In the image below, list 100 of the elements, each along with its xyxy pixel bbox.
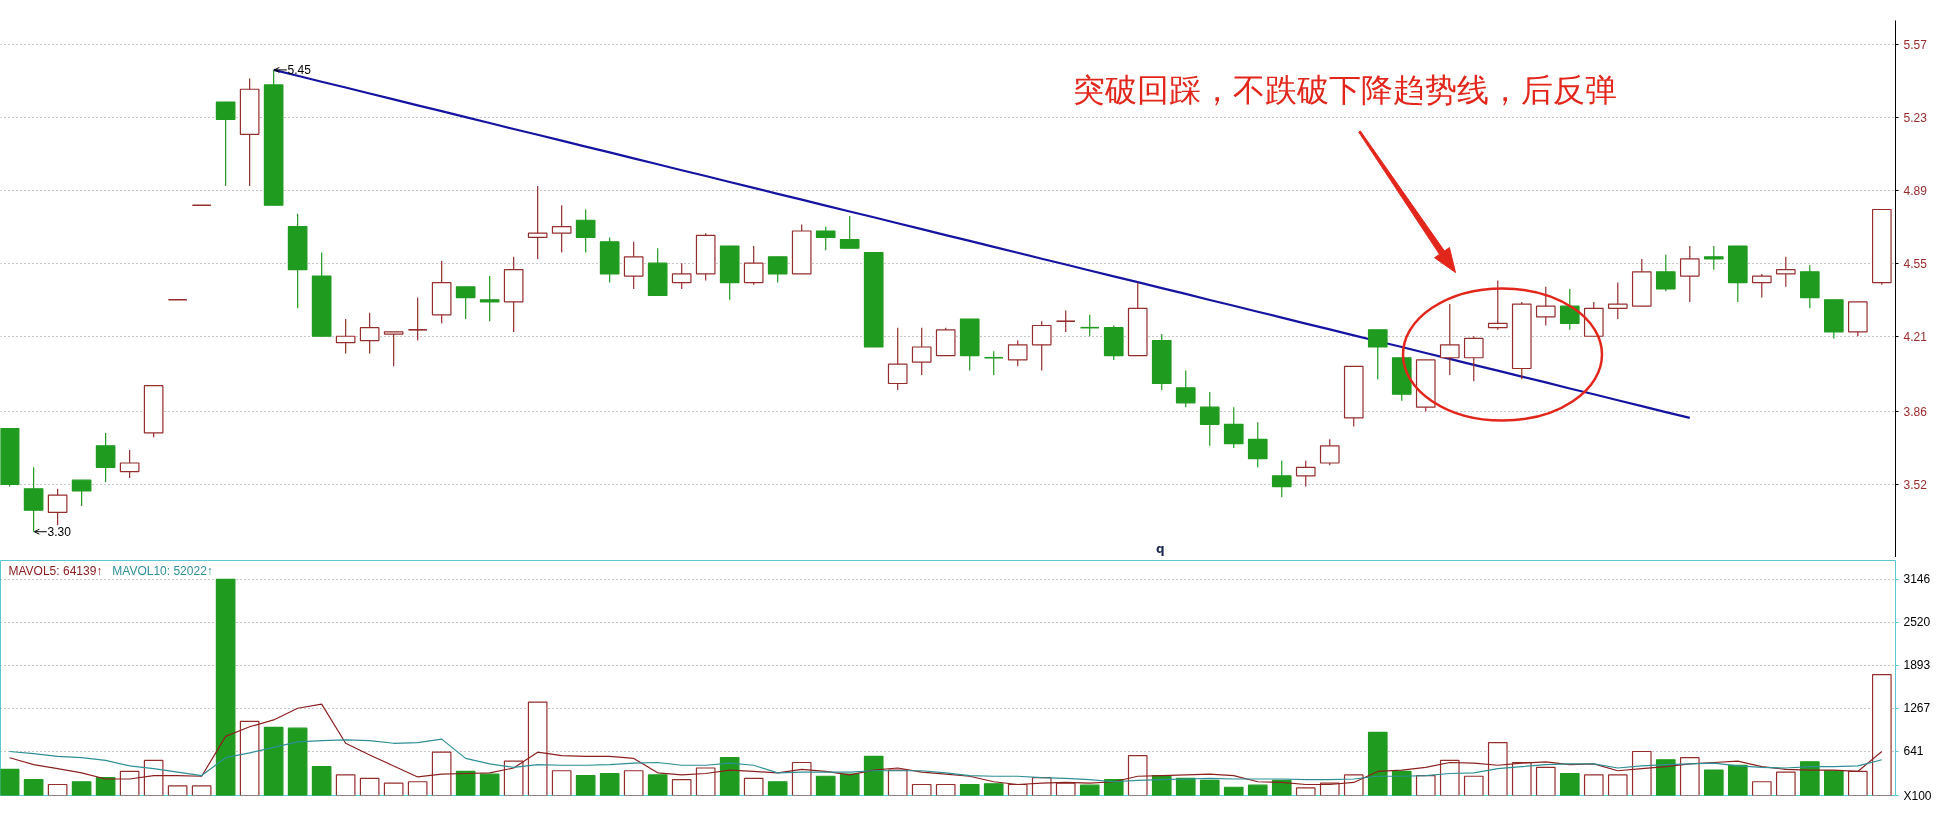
bar: [287, 727, 308, 796]
bar: [1535, 766, 1556, 796]
candlestick: [839, 215, 860, 249]
bar: [719, 757, 740, 796]
bar: [695, 767, 716, 796]
bar: [839, 773, 860, 796]
candlestick: [383, 331, 404, 367]
bar: [359, 777, 380, 796]
candlestick: [119, 449, 140, 479]
candlestick: [1463, 335, 1484, 382]
bar: [335, 774, 356, 796]
bar: [743, 777, 764, 796]
bar: [263, 726, 284, 796]
line-series: [9, 703, 1883, 786]
candlestick: [1535, 286, 1556, 327]
bar: [311, 766, 332, 796]
candlestick: [1175, 370, 1196, 408]
bar: [1751, 781, 1772, 796]
bar: [551, 770, 572, 796]
bar: [1847, 770, 1868, 796]
candlestick: [1007, 339, 1028, 367]
bar: [1439, 759, 1460, 796]
candlestick: [1271, 460, 1292, 498]
bar: [1319, 782, 1340, 796]
bar: [1391, 770, 1412, 796]
annotation: 5.45: [287, 63, 312, 78]
bar: [791, 761, 812, 796]
candlestick: [815, 226, 836, 251]
candlestick: [1319, 438, 1340, 466]
bar: [1223, 786, 1244, 796]
candlestick: [1775, 256, 1796, 288]
candlestick: [575, 208, 596, 254]
y-tick-label: 3.52: [1903, 477, 1928, 492]
candlestick: [1487, 279, 1508, 331]
y-tick-label: 5.23: [1903, 110, 1928, 125]
candlestick: [1055, 309, 1076, 333]
candlestick: [407, 296, 428, 342]
y-tick-label: 3.86: [1903, 404, 1928, 419]
y-tick-label: 4.21: [1903, 329, 1928, 344]
candlestick: [767, 256, 788, 284]
candlestick: [1247, 421, 1268, 468]
bar: [959, 783, 980, 796]
bar: [1463, 775, 1484, 796]
bar: [935, 783, 956, 796]
candlestick: [527, 185, 548, 260]
bar: [1559, 772, 1580, 796]
candlestick: [983, 350, 1004, 376]
bar: [1727, 764, 1748, 796]
candlestick: [191, 204, 212, 207]
bar: [1079, 784, 1100, 796]
candlestick: [1367, 329, 1388, 380]
bar: [1007, 783, 1028, 796]
bar: [383, 782, 404, 796]
candlestick: [1607, 281, 1628, 320]
bar: [431, 751, 452, 796]
candlestick: [743, 245, 764, 286]
line-series: [9, 738, 1883, 783]
candlestick: [1679, 245, 1700, 303]
bar: [143, 759, 164, 796]
y-tick-label: 641: [1903, 744, 1924, 759]
bar: [1247, 784, 1268, 796]
y-tick-label: 4.55: [1903, 256, 1928, 271]
candlestick: [335, 318, 356, 355]
candlestick: [623, 241, 644, 290]
bar: [1415, 774, 1436, 796]
candlestick: [671, 262, 692, 290]
candlestick: [479, 275, 500, 322]
candlestick: [1079, 314, 1100, 337]
bar: [527, 701, 548, 796]
candlestick: [1751, 273, 1772, 299]
bar: [623, 770, 644, 796]
y-tick-label: 1893: [1903, 658, 1931, 673]
bar: [1631, 750, 1652, 796]
bar: [479, 773, 500, 796]
bar: [575, 774, 596, 796]
bar: [191, 785, 212, 796]
bar: [95, 777, 116, 796]
candlestick: [71, 479, 92, 507]
bar: [503, 760, 524, 796]
candlestick: [887, 327, 908, 391]
annotation: 突破回踩，不跌破下降趋势线，后反弹: [1073, 71, 1618, 110]
bar: [1655, 759, 1676, 796]
text: MAVOL10: 52022↑: [112, 563, 213, 578]
bar: [1823, 770, 1844, 796]
bar: [1367, 731, 1388, 796]
candlestick: [215, 101, 236, 187]
y-tick-label: 5.57: [1903, 37, 1928, 52]
bar: [887, 769, 908, 796]
bar: [1295, 787, 1316, 796]
candlestick: [1703, 245, 1724, 271]
bar: [1487, 741, 1508, 796]
bar: [1511, 761, 1532, 796]
y-tick-label: 2520: [1903, 615, 1931, 630]
candlestick: [359, 312, 380, 355]
bar: [1199, 779, 1220, 796]
bar: [455, 770, 476, 796]
candlestick: [167, 298, 188, 301]
bar: [167, 785, 188, 796]
bar: [407, 781, 428, 796]
y-tick-label: 4.89: [1903, 183, 1928, 198]
